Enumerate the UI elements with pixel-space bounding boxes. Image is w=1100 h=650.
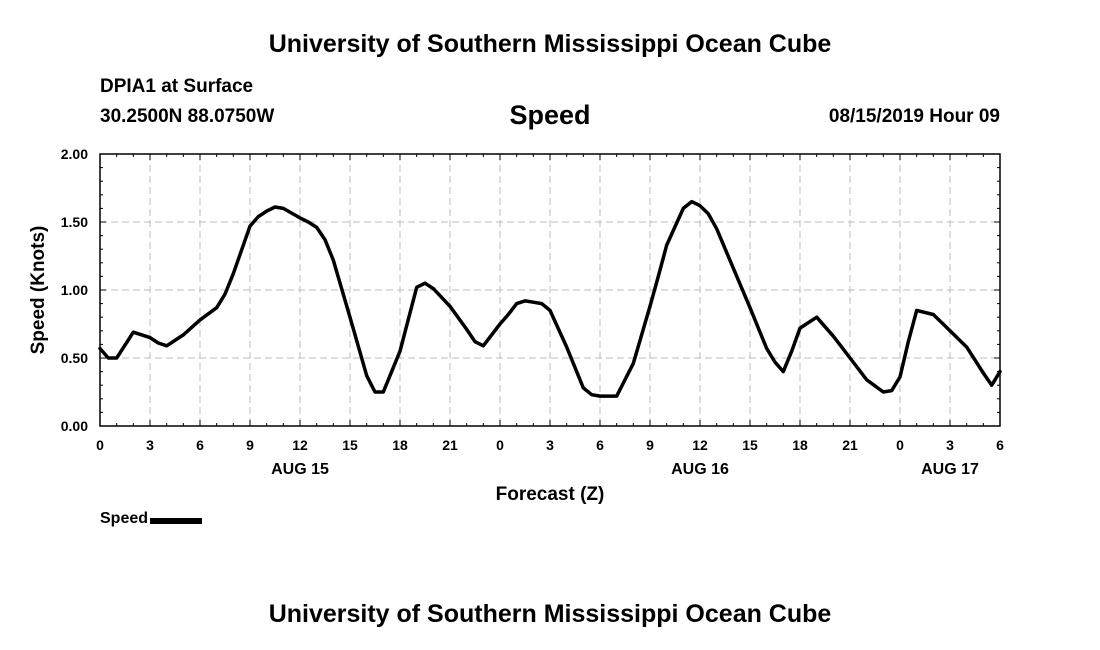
x-tick-label: 0	[896, 437, 904, 453]
x-tick-label: 21	[842, 437, 858, 453]
x-tick-label: 9	[246, 437, 254, 453]
legend: Speed	[100, 510, 203, 528]
series-layer	[98, 199, 1002, 398]
y-tick-label: 0.00	[61, 418, 88, 434]
x-tick-label: 12	[292, 437, 308, 453]
x-tick-label: 18	[792, 437, 808, 453]
x-tick-label: 3	[946, 437, 954, 453]
axis-tick-labels: 0 3 6 9 12 15 18 21 0 3 6 9 12 15 18 21 0 3 6 0.00 0.50 1.00 1…	[61, 146, 1004, 478]
y-tick-label: 1.50	[61, 214, 88, 230]
legend-swatch	[150, 517, 203, 524]
x-tick-label: 15	[342, 437, 358, 453]
y-axis-label: Speed (Knots)	[28, 226, 49, 355]
x-tick-label: 6	[196, 437, 204, 453]
station-coordinates: 30.2500N 88.0750W	[100, 106, 275, 127]
footer-title: University of Southern Mississippi Ocean…	[268, 600, 832, 628]
x-tick-label: 0	[96, 437, 104, 453]
forecast-datetime: 08/15/2019 Hour 09	[828, 106, 1000, 127]
x-tick-label: 3	[146, 437, 154, 453]
axis-ticks	[99, 153, 1001, 427]
date-label: AUG 15	[271, 461, 329, 478]
chart-title: Speed	[509, 100, 591, 130]
x-tick-label: 9	[646, 437, 654, 453]
speed-chart: 0 3 6 9 12 15 18 21 0 3 6 9 12 15 18 21 0 3 6 0.00 0.50 1.00 1…	[28, 146, 1004, 505]
date-label: AUG 16	[671, 461, 729, 478]
x-tick-label: 6	[996, 437, 1004, 453]
x-tick-label: 15	[742, 437, 758, 453]
x-tick-label: 21	[442, 437, 458, 453]
x-axis-label: Forecast (Z)	[496, 484, 605, 505]
grid-lines	[100, 154, 1000, 426]
y-tick-label: 1.00	[61, 282, 88, 298]
date-label: AUG 17	[921, 461, 979, 478]
series-line-speed	[98, 199, 1002, 398]
x-tick-label: 6	[596, 437, 604, 453]
y-tick-label: 2.00	[61, 146, 88, 162]
x-tick-label: 0	[496, 437, 504, 453]
x-tick-label: 18	[392, 437, 408, 453]
legend-label: Speed	[100, 510, 149, 527]
station-name: DPIA1 at Surface	[100, 76, 254, 97]
x-tick-label: 3	[546, 437, 554, 453]
y-tick-label: 0.50	[61, 350, 88, 366]
page-title: University of Southern Mississippi Ocean…	[268, 30, 832, 58]
x-tick-label: 12	[692, 437, 708, 453]
